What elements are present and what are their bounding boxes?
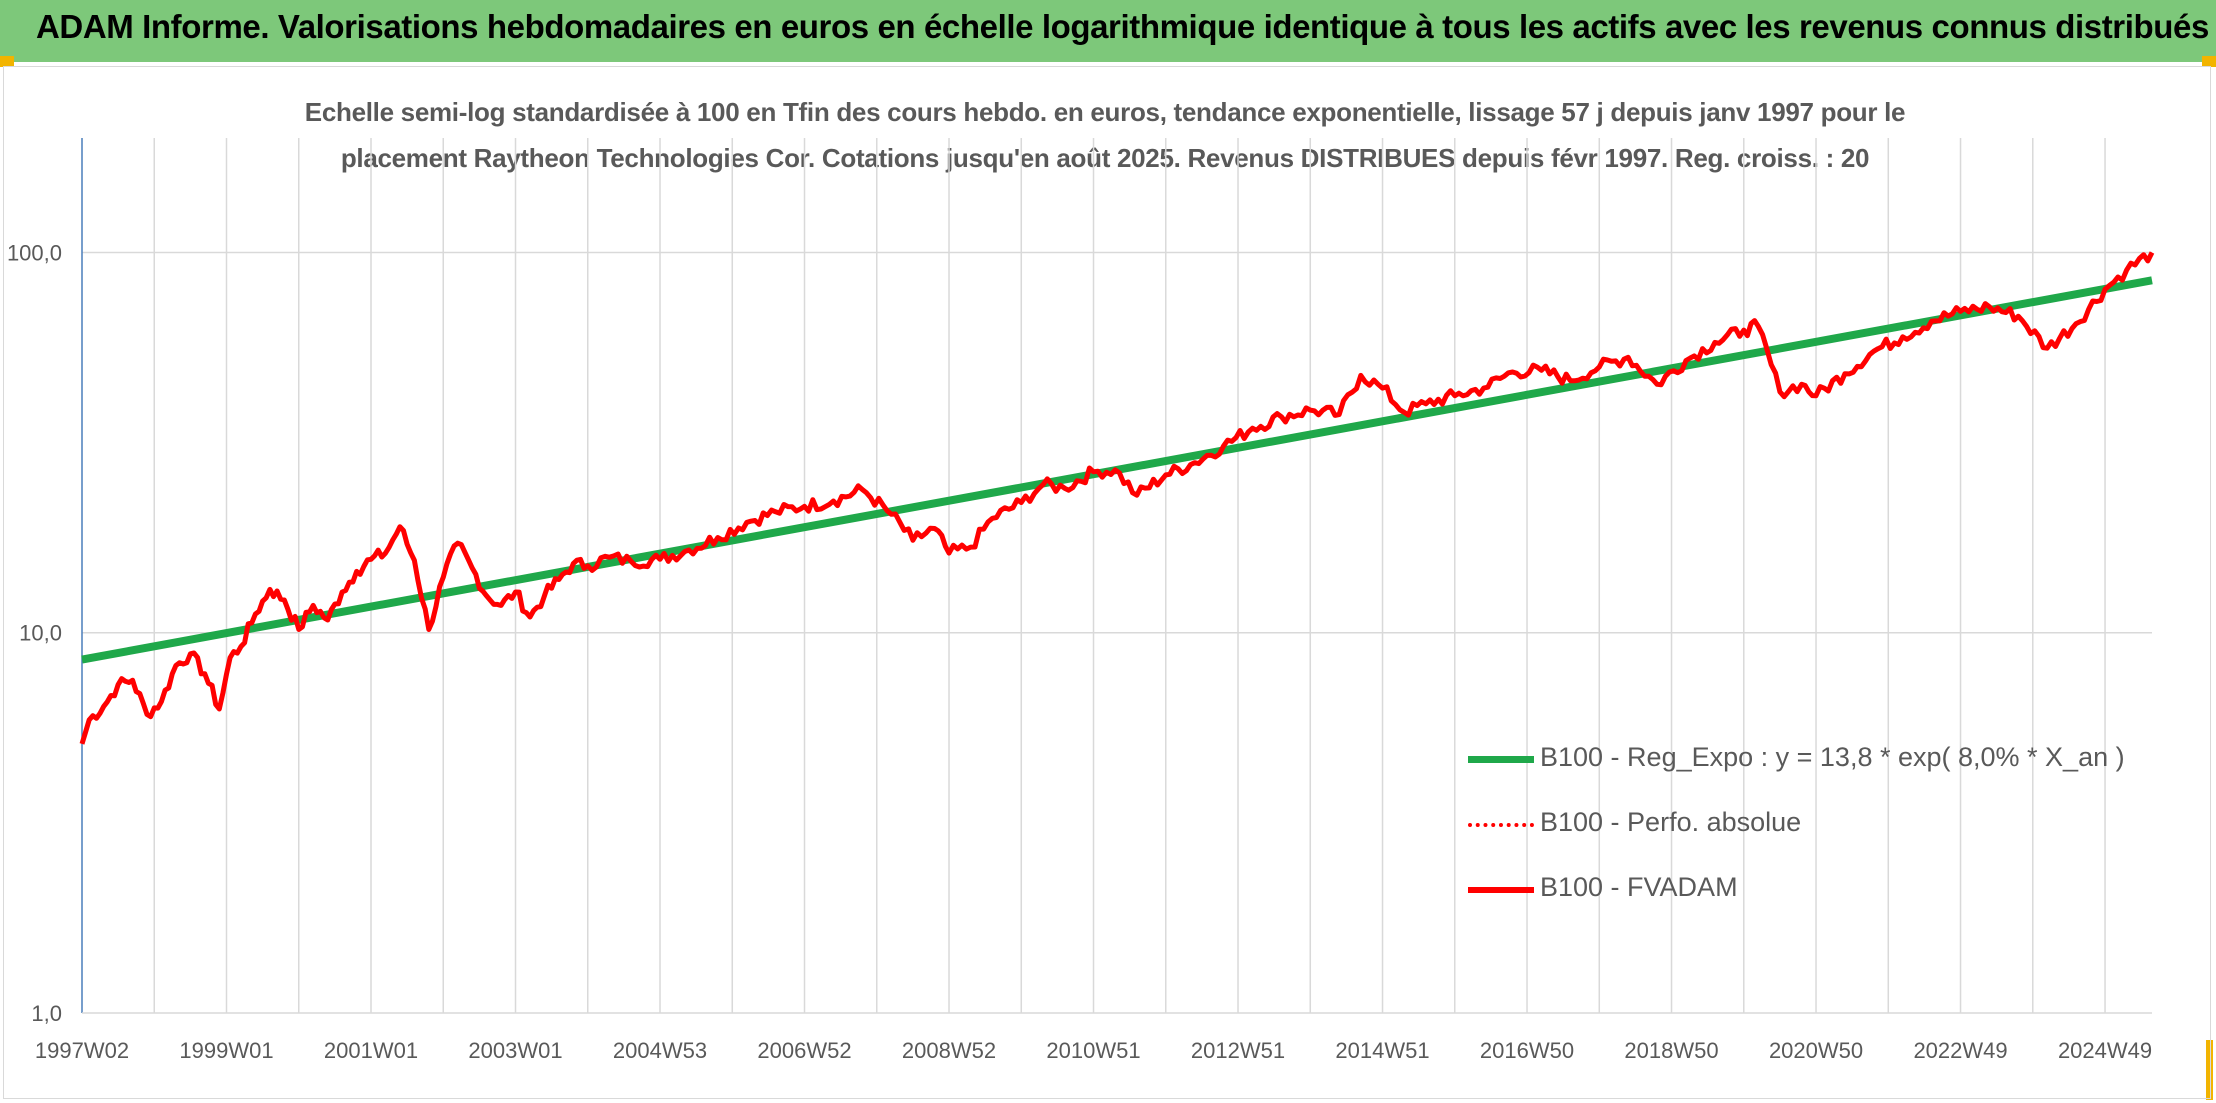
x-tick-label: 2022W49 <box>1913 1038 2007 1063</box>
series-line-fvadam <box>79 251 2155 745</box>
x-tick-label: 2024W49 <box>2058 1038 2152 1063</box>
x-tick-label: 2010W51 <box>1046 1038 1140 1063</box>
x-tick-label: 2006W52 <box>757 1038 851 1063</box>
x-tick-label: 2008W52 <box>902 1038 996 1063</box>
corner-marker-bottom-right <box>2206 1040 2213 1100</box>
y-tick-label: 100,0 <box>7 240 62 265</box>
x-tick-label: 2014W51 <box>1335 1038 1429 1063</box>
x-tick-label: 2012W51 <box>1191 1038 1285 1063</box>
x-tick-label: 1999W01 <box>179 1038 273 1063</box>
grid-lines <box>81 138 2152 1014</box>
legend-swatch-reg-expo <box>1468 756 1534 763</box>
series-lines <box>79 251 2155 745</box>
chart-title-line-1: Echelle semi-log standardisée à 100 en T… <box>304 97 1906 127</box>
legend-swatch-perfo-absolue <box>1468 823 1534 827</box>
chart-frame <box>3 66 2211 1099</box>
x-tick-label: 2016W50 <box>1480 1038 1574 1063</box>
chart-title-line-2: placement Raytheon Technologies Cor. Cot… <box>340 143 1870 173</box>
title-banner: ADAM Informe. Valorisations hebdomadaire… <box>0 0 2216 62</box>
x-tick-label: 2020W50 <box>1769 1038 1863 1063</box>
legend-label-reg-expo: B100 - Reg_Expo : y = 13,8 * exp( 8,0% *… <box>1540 742 2125 772</box>
x-tick-label: 2004W53 <box>613 1038 707 1063</box>
report-title: ADAM Informe. Valorisations hebdomadaire… <box>36 8 2209 45</box>
corner-marker-right <box>2202 56 2216 67</box>
corner-marker-left <box>0 56 14 67</box>
axis-ticks: 1,0 10,0 100,0 1997W02 1999W01 2001W01 2003W01… <box>7 240 2152 1063</box>
x-tick-label: 2003W01 <box>468 1038 562 1063</box>
x-tick-label: 2018W50 <box>1624 1038 1718 1063</box>
y-tick-label: 1,0 <box>31 1001 62 1026</box>
x-tick-label: 1997W02 <box>35 1038 129 1063</box>
legend-label-fvadam: B100 - FVADAM <box>1540 872 1738 902</box>
y-tick-label: 10,0 <box>19 621 62 646</box>
x-tick-label: 2001W01 <box>324 1038 418 1063</box>
legend-label-perfo-absolue: B100 - Perfo. absolue <box>1540 807 1802 837</box>
legend-swatch-fvadam <box>1468 887 1534 893</box>
